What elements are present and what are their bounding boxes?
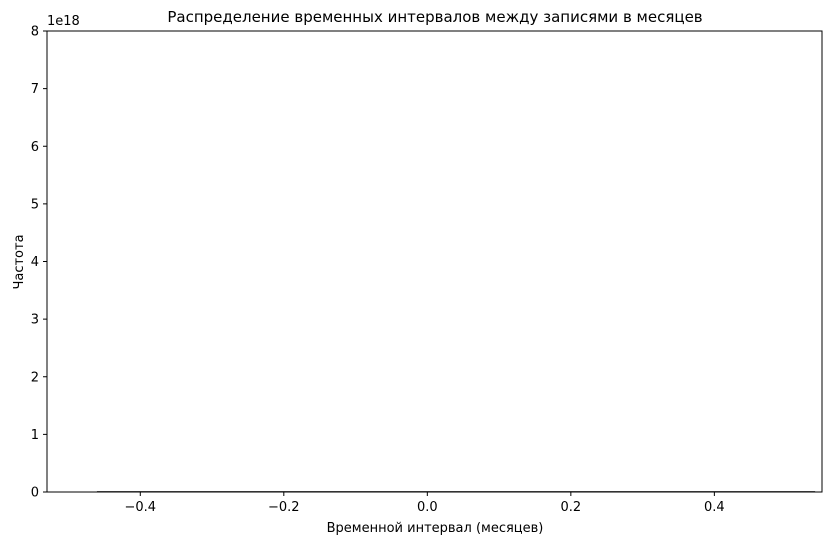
axes-background <box>47 31 822 492</box>
y-tick-label: 1 <box>31 428 39 443</box>
chart-title: Распределение временных интервалов между… <box>167 8 702 26</box>
y-axis-label: Частота <box>12 234 27 289</box>
y-tick-label: 4 <box>31 255 39 270</box>
y-tick-label: 8 <box>31 25 39 40</box>
y-tick-label: 6 <box>31 140 39 155</box>
x-axis-label: Временной интервал (месяцев) <box>327 521 544 536</box>
x-ticks-layer: −0.4 −0.2 0.0 0.2 0.4 <box>124 492 725 515</box>
x-tick-label: 0.4 <box>704 500 725 515</box>
x-tick-label: −0.4 <box>124 500 156 515</box>
plot-area: 0 1 2 3 4 5 6 7 8 −0.4 −0.2 0.0 0.2 0.4 <box>31 25 823 515</box>
y-ticks-layer: 0 1 2 3 4 5 6 7 8 <box>31 25 47 501</box>
y-offset-label: 1e18 <box>47 14 80 29</box>
x-tick-label: −0.2 <box>268 500 300 515</box>
axes-frame <box>46 30 823 493</box>
x-tick-label: 0.2 <box>560 500 581 515</box>
y-tick-label: 0 <box>31 486 39 501</box>
y-tick-label: 5 <box>31 197 39 212</box>
y-tick-label: 3 <box>31 313 39 328</box>
x-tick-label: 0.0 <box>417 500 438 515</box>
y-tick-label: 2 <box>31 370 39 385</box>
y-tick-label: 7 <box>31 82 39 97</box>
